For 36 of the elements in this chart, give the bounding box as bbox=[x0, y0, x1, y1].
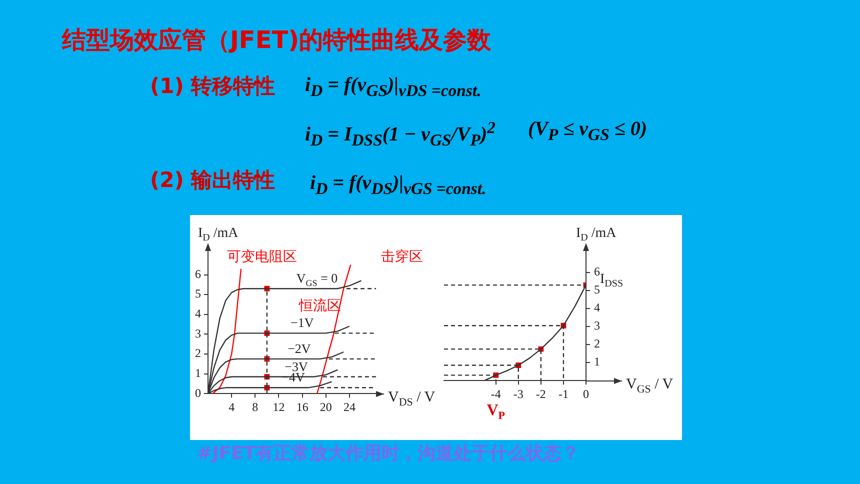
annotation: 可变电阻区 bbox=[227, 249, 297, 265]
y-tick-label: 5 bbox=[594, 282, 600, 297]
y-tick-label: 4 bbox=[594, 300, 600, 315]
x-tick-label: 20 bbox=[320, 400, 332, 414]
text: i$_{D}$ = I$_{DSS}$(1 − v$_{GS}$/V$_{P}$)$^{2}$ bbox=[305, 118, 496, 150]
x-tick-label: 0 bbox=[583, 386, 589, 401]
text: (1) 转移特性 bbox=[150, 73, 276, 100]
text: #JFET有正常放大作用时，沟道处于什么状态？ bbox=[197, 442, 580, 465]
x-tick-label: -1 bbox=[558, 386, 568, 401]
x-tick-label: 16 bbox=[296, 400, 308, 414]
x-tick-label: -2 bbox=[536, 386, 546, 401]
y-tick-label: 3 bbox=[594, 318, 600, 333]
y-tick-label: 4 bbox=[195, 306, 201, 321]
text: i$_{D}$ = f(v$_{DS}$)|$_{vGS =const.}$ bbox=[310, 172, 486, 199]
y-tick-label: 3 bbox=[195, 326, 201, 340]
text: (2) 输出特性 bbox=[150, 167, 276, 194]
text: 击穿区 bbox=[381, 249, 423, 265]
x-tick-label: 8 bbox=[252, 400, 258, 414]
text: i$_{D}$ = f(v$_{GS}$)|$_{vDS =const.}$ bbox=[305, 74, 482, 101]
y-tick-label: 1 bbox=[594, 354, 600, 369]
x-tick-label: 12 bbox=[272, 400, 285, 414]
series-label: −1V bbox=[290, 315, 314, 330]
x-tick-label: 4 bbox=[228, 400, 235, 414]
x-tick-label: 24 bbox=[343, 400, 356, 414]
text: (V$_{P}$ ≤ v$_{GS}$ ≤ 0) bbox=[528, 118, 647, 145]
y-tick-label: 2 bbox=[594, 336, 600, 351]
y-tick-label: 6 bbox=[195, 266, 201, 281]
x-tick-label: -4 bbox=[490, 386, 501, 401]
y-tick-label: 6 bbox=[594, 264, 600, 279]
y-tick-label: 1 bbox=[195, 366, 201, 380]
series-label: −3V bbox=[284, 358, 308, 374]
x-tick-label: -3 bbox=[513, 386, 524, 401]
y-tick-label: 2 bbox=[195, 346, 201, 360]
text: 结型场效应管（JFET)的特性曲线及参数 bbox=[62, 25, 492, 56]
y-tick-label: 5 bbox=[195, 286, 201, 301]
series-label: −2V bbox=[288, 340, 312, 356]
